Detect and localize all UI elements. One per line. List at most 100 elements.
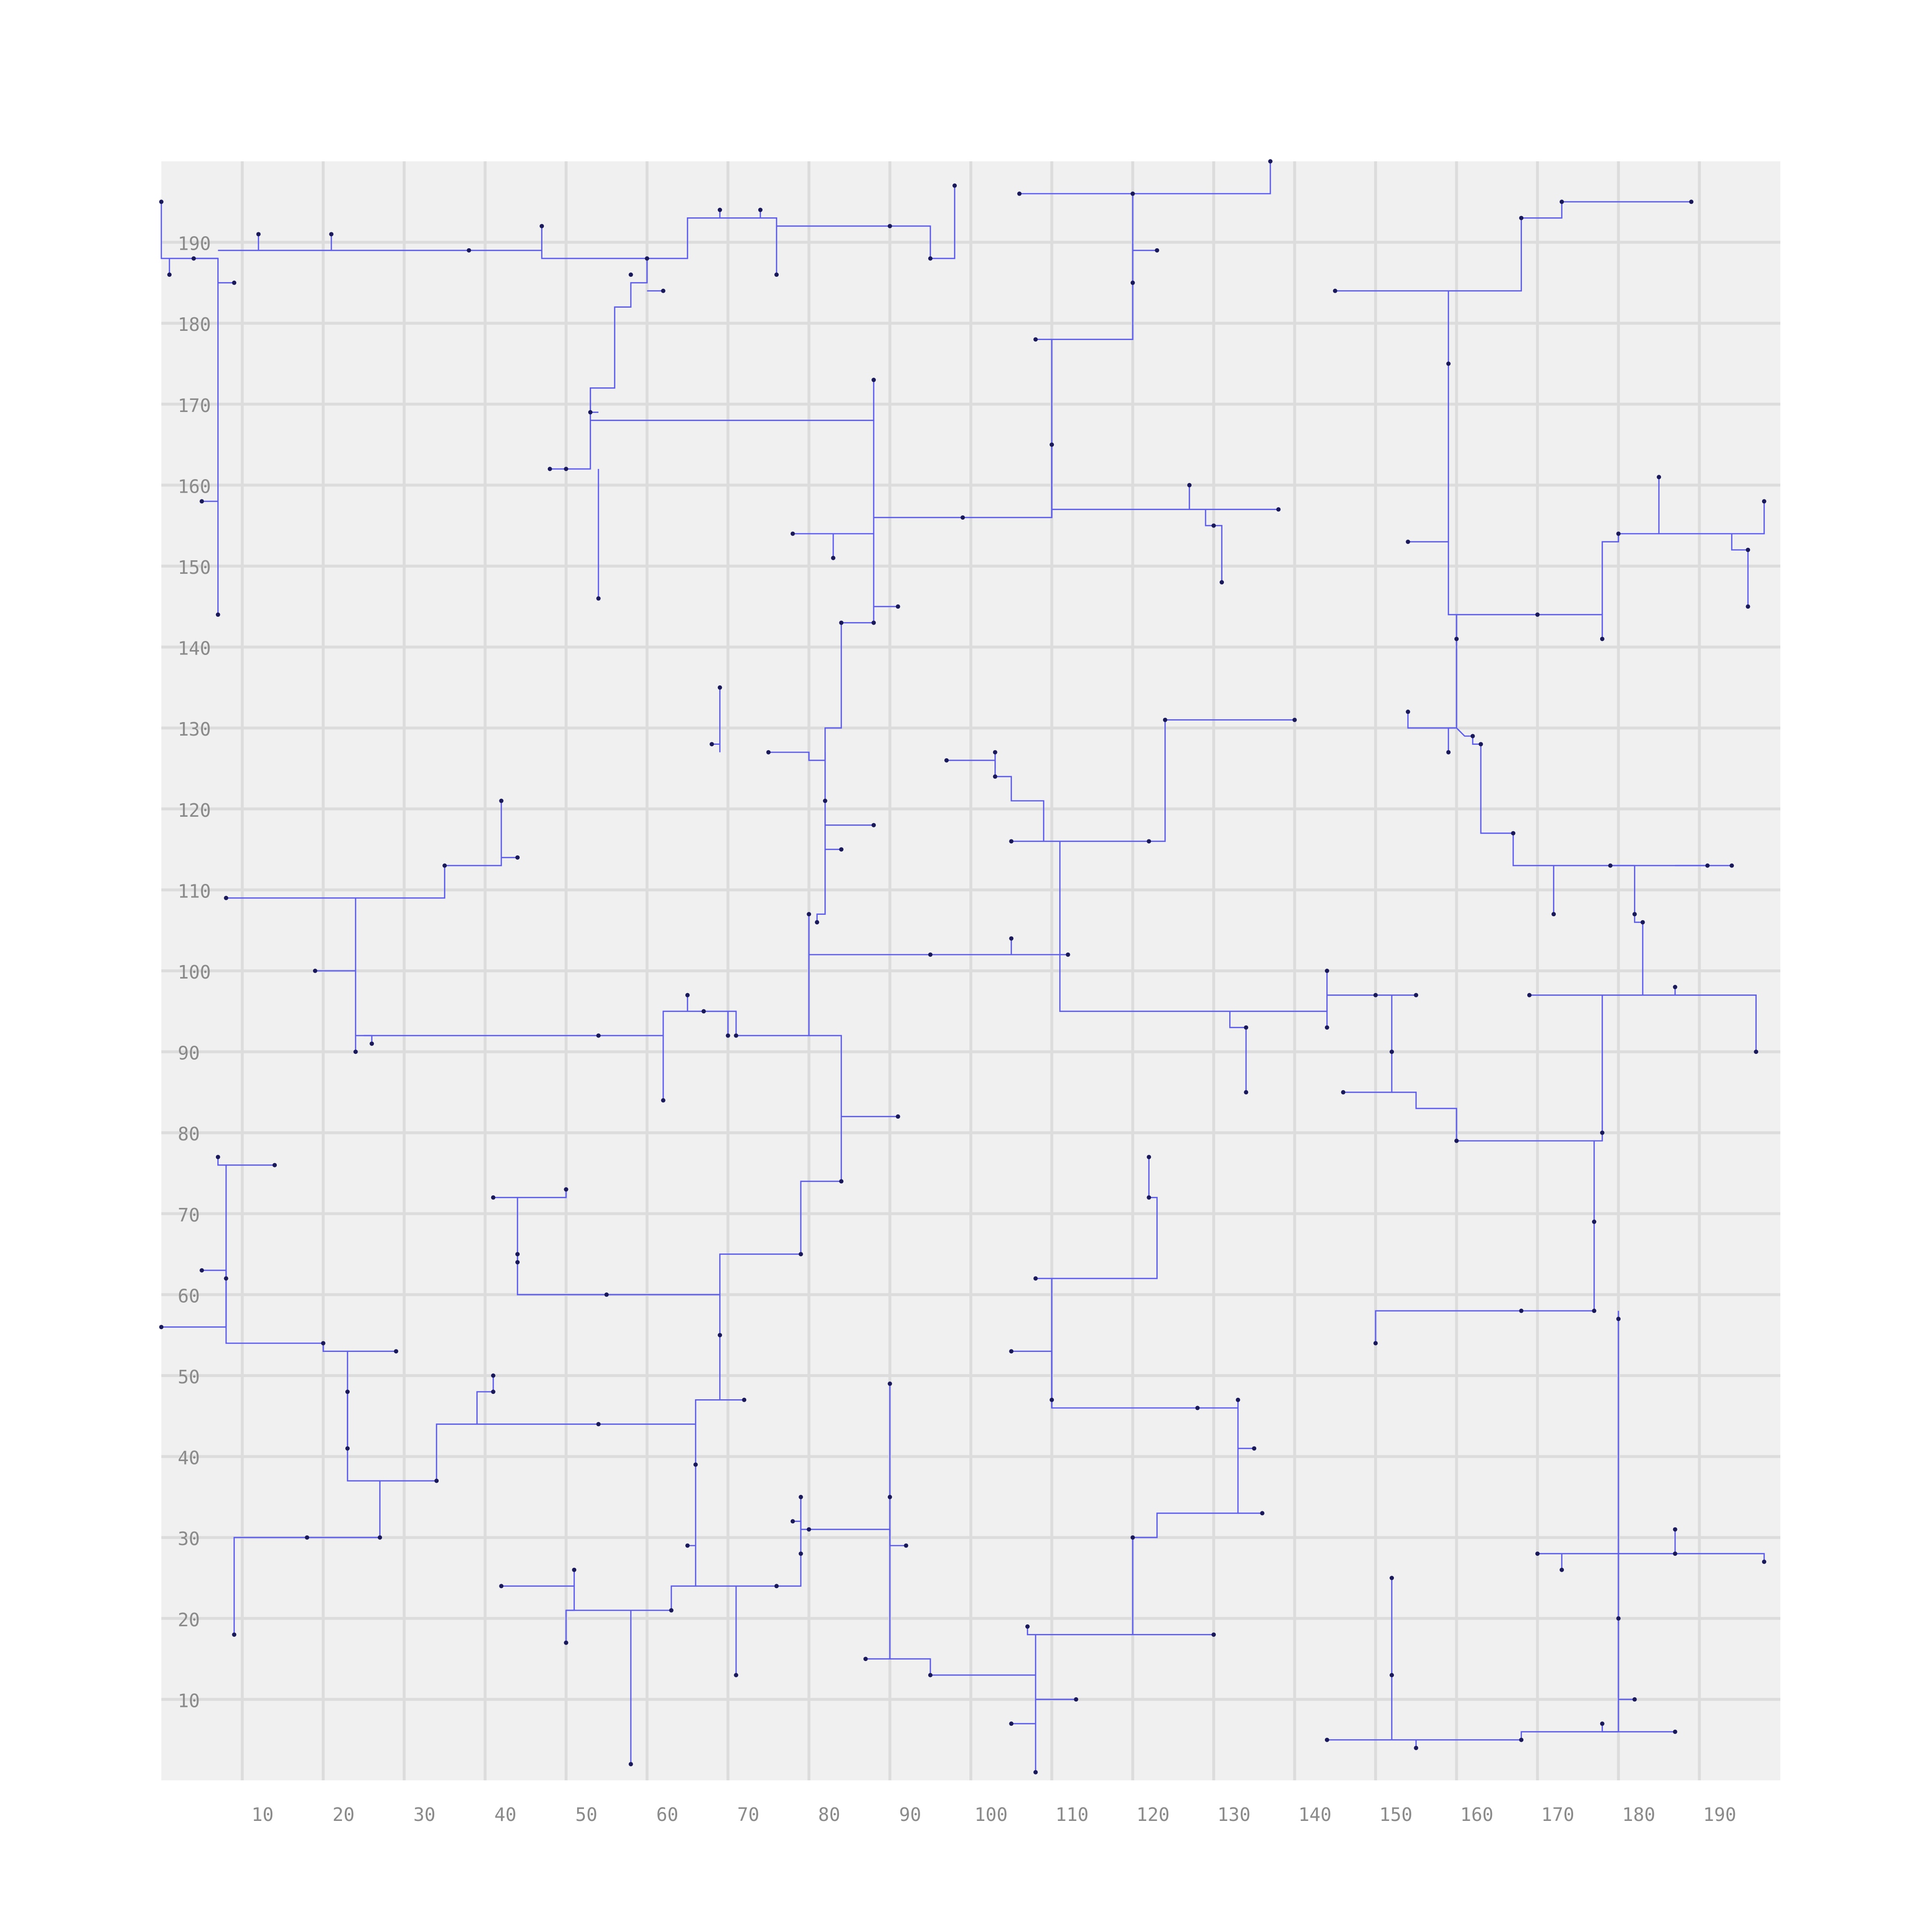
- tree-node: [895, 604, 900, 609]
- tree-node: [345, 1390, 350, 1394]
- tree-node: [1519, 1308, 1524, 1313]
- x-tick-label: 170: [1541, 1804, 1575, 1825]
- tree-edge: [1731, 534, 1749, 607]
- tree-node: [717, 1333, 722, 1337]
- tree-node: [734, 1673, 739, 1677]
- tree-node: [871, 823, 876, 827]
- tree-node: [1065, 952, 1070, 957]
- tree-node: [628, 1762, 633, 1766]
- x-tick-label: 20: [332, 1804, 355, 1825]
- tree-node: [717, 685, 722, 690]
- tree-node: [725, 1033, 730, 1038]
- tree-node: [928, 952, 933, 957]
- tree-node: [1559, 1567, 1564, 1572]
- tree-node: [1017, 191, 1022, 196]
- tree-node: [1033, 1770, 1038, 1775]
- tree-node: [952, 183, 957, 188]
- tree-nodes: [159, 159, 1766, 1775]
- tree-node: [887, 1381, 892, 1386]
- tree-node: [1446, 750, 1451, 754]
- tree-node: [928, 1673, 933, 1677]
- tree-edge: [809, 1035, 898, 1117]
- tree-edge: [217, 1157, 227, 1327]
- tree-edge: [1059, 954, 1295, 1012]
- tree-node: [1616, 1616, 1621, 1621]
- tree-node: [1754, 1050, 1759, 1054]
- x-tick-label: 90: [899, 1804, 922, 1825]
- tree-edge: [355, 1010, 729, 1037]
- tree-node: [790, 531, 795, 536]
- tree-node: [256, 232, 261, 237]
- tree-node: [199, 1268, 204, 1273]
- x-tick-labels: 10 20 30 40 50 60 70 80 90 100 110 120 130 140 150 160 1…: [252, 1804, 1736, 1825]
- tree-node: [1130, 191, 1135, 196]
- y-tick-label: 20: [178, 1609, 200, 1631]
- tree-node: [159, 1324, 164, 1329]
- tree-edge: [719, 1116, 842, 1401]
- tree-node: [1390, 1673, 1394, 1677]
- tree-node: [1195, 1406, 1200, 1410]
- x-tick-label: 120: [1136, 1804, 1170, 1825]
- y-tick-label: 90: [178, 1043, 200, 1064]
- tree-node: [628, 272, 633, 277]
- tree-edge: [1602, 1723, 1619, 1733]
- tree-edge: [1634, 866, 1644, 995]
- tree-node: [329, 232, 334, 237]
- tree-node: [515, 1252, 520, 1257]
- y-tick-labels: 10 20 30 40 50 60 70 80 90 100 110 120 130 140 150 160 1…: [178, 233, 211, 1712]
- tree-node: [1414, 993, 1419, 997]
- tree-node: [1074, 1697, 1079, 1702]
- tree-edge: [517, 1189, 567, 1198]
- tree-node: [798, 1252, 803, 1257]
- tree-node: [1673, 1551, 1677, 1556]
- tree-node: [1600, 1130, 1605, 1135]
- tree-node: [1527, 993, 1532, 997]
- tree-node: [1130, 280, 1135, 285]
- y-tick-label: 50: [178, 1366, 200, 1388]
- tree-node: [1260, 1511, 1264, 1516]
- tree-node: [515, 855, 520, 860]
- tree-node: [1762, 499, 1766, 504]
- tree-node: [1608, 863, 1613, 868]
- y-tick-label: 100: [178, 962, 211, 983]
- y-tick-label: 110: [178, 881, 211, 902]
- tree-edge: [1326, 971, 1416, 1011]
- tree-edge: [1011, 1350, 1052, 1408]
- y-tick-label: 150: [178, 557, 211, 578]
- tree-edge: [1602, 501, 1765, 615]
- tree-node: [1033, 1276, 1038, 1281]
- tree-edge: [364, 1035, 373, 1044]
- tree-node: [547, 467, 552, 471]
- tree-node: [1252, 1446, 1257, 1451]
- tree-node: [685, 1543, 690, 1548]
- tree-node: [353, 1050, 358, 1054]
- tree-node: [491, 1373, 496, 1378]
- tree-node: [1324, 1025, 1329, 1030]
- tree-node: [717, 208, 722, 213]
- tree-edge: [768, 420, 875, 761]
- tree-node: [1050, 1397, 1054, 1402]
- x-tick-label: 130: [1217, 1804, 1250, 1825]
- tree-node: [215, 1154, 220, 1159]
- y-tick-label: 40: [178, 1448, 200, 1469]
- tree-node: [1373, 993, 1378, 997]
- tree-node: [1390, 1050, 1394, 1054]
- tree-node: [467, 248, 471, 253]
- tree-node: [1292, 717, 1297, 722]
- tree-node: [313, 968, 317, 973]
- x-tick-label: 70: [737, 1804, 759, 1825]
- tree-node: [1689, 199, 1694, 204]
- tree-node: [1324, 968, 1329, 973]
- tree-edge: [565, 1546, 696, 1643]
- y-tick-label: 80: [178, 1123, 200, 1145]
- x-tick-label: 50: [575, 1804, 597, 1825]
- tree-node: [491, 1195, 496, 1200]
- tree-node: [224, 1276, 228, 1281]
- tree-node: [790, 1519, 795, 1524]
- tree-edge: [776, 185, 955, 259]
- tree-node: [887, 224, 892, 228]
- tree-node: [798, 1551, 803, 1556]
- tree-edge: [1027, 1626, 1036, 1635]
- tree-node: [1244, 1025, 1249, 1030]
